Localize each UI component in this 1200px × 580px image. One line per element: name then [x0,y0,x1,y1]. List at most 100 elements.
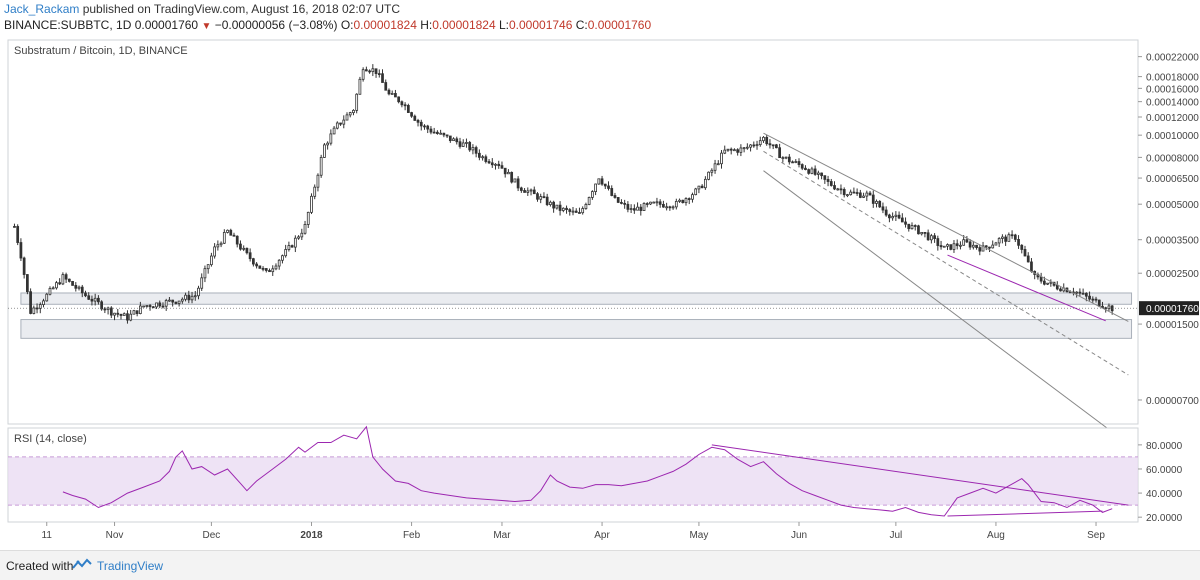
candle-body[interactable] [104,309,106,310]
candle-body[interactable] [168,300,170,301]
candle-body[interactable] [756,145,758,146]
candle-body[interactable] [1056,285,1058,289]
candle-body[interactable] [1076,292,1078,293]
candle-body[interactable] [456,139,458,142]
candle-body[interactable] [259,266,261,268]
candle-body[interactable] [449,136,451,141]
candle-body[interactable] [307,212,309,224]
candle-body[interactable] [940,246,942,247]
candle-body[interactable] [256,264,258,266]
candle-body[interactable] [152,307,154,308]
candle-body[interactable] [591,192,593,198]
candle-body[interactable] [62,275,64,284]
candle-body[interactable] [908,224,910,228]
candle-body[interactable] [989,247,991,248]
candle-body[interactable] [223,232,225,243]
candle-body[interactable] [1027,256,1029,262]
candle-body[interactable] [998,238,1000,242]
candle-body[interactable] [808,170,810,174]
candle-body[interactable] [501,166,503,169]
candle-body[interactable] [65,275,67,280]
candle-body[interactable] [666,207,668,208]
candle-body[interactable] [349,113,351,115]
candle-body[interactable] [959,245,961,246]
candle-body[interactable] [172,300,174,302]
candle-body[interactable] [775,145,777,148]
candle-body[interactable] [504,168,506,174]
candle-body[interactable] [937,239,939,246]
candle-body[interactable] [801,165,803,169]
candle-body[interactable] [643,204,645,211]
candle-body[interactable] [650,202,652,204]
candle-body[interactable] [917,226,919,234]
candle-body[interactable] [608,186,610,188]
candle-body[interactable] [188,295,190,300]
candle-body[interactable] [136,311,138,314]
candle-body[interactable] [934,236,936,239]
candle-body[interactable] [146,305,148,306]
candle-body[interactable] [927,233,929,240]
candle-body[interactable] [430,129,432,132]
candle-body[interactable] [446,135,448,136]
candle-body[interactable] [695,189,697,195]
candle-body[interactable] [943,246,945,247]
candle-body[interactable] [614,196,616,198]
candle-body[interactable] [482,157,484,158]
candle-body[interactable] [301,233,303,237]
candle-body[interactable] [133,311,135,315]
candle-body[interactable] [427,126,429,129]
candle-body[interactable] [779,148,781,158]
candle-body[interactable] [33,308,35,314]
candle-body[interactable] [682,200,684,202]
candle-body[interactable] [766,137,768,143]
candle-body[interactable] [78,287,80,288]
candle-body[interactable] [411,113,413,117]
candle-body[interactable] [85,293,87,296]
candle-body[interactable] [553,202,555,208]
candle-body[interactable] [679,200,681,201]
candle-body[interactable] [43,301,45,305]
candle-body[interactable] [488,162,490,163]
support-zone[interactable] [21,320,1132,339]
candle-body[interactable] [110,308,112,315]
candle-body[interactable] [1085,293,1087,296]
candle-body[interactable] [72,281,74,285]
candle-body[interactable] [227,230,229,232]
candle-body[interactable] [524,190,526,192]
candle-body[interactable] [930,236,932,240]
candle-body[interactable] [1014,235,1016,239]
candle-body[interactable] [388,90,390,94]
candle-body[interactable] [782,158,784,159]
candle-body[interactable] [1047,283,1049,284]
candle-body[interactable] [365,70,367,71]
candle-body[interactable] [598,179,600,184]
candle-body[interactable] [204,269,206,278]
candle-body[interactable] [498,164,500,165]
candle-body[interactable] [562,208,564,210]
candle-body[interactable] [20,243,22,259]
candle-body[interactable] [830,182,832,186]
candle-body[interactable] [1079,292,1081,293]
candle-body[interactable] [804,168,806,169]
candle-body[interactable] [114,313,116,315]
candle-body[interactable] [440,133,442,134]
candle-body[interactable] [55,283,57,288]
candle-body[interactable] [669,207,671,208]
candle-body[interactable] [68,279,70,281]
candle-body[interactable] [772,145,774,146]
candle-body[interactable] [711,170,713,172]
candle-body[interactable] [824,176,826,180]
candle-body[interactable] [294,238,296,247]
price-pane[interactable]: Substratum / Bitcoin, 1D, BINANCE0.00022… [8,40,1199,444]
candle-body[interactable] [23,258,25,274]
candle-body[interactable] [817,173,819,174]
candle-body[interactable] [139,306,141,314]
candle-body[interactable] [1060,289,1062,291]
candle-body[interactable] [763,137,765,140]
candle-body[interactable] [947,245,949,247]
candle-body[interactable] [556,205,558,208]
candle-body[interactable] [26,275,28,292]
candle-body[interactable] [714,164,716,171]
candle-body[interactable] [1098,300,1100,306]
